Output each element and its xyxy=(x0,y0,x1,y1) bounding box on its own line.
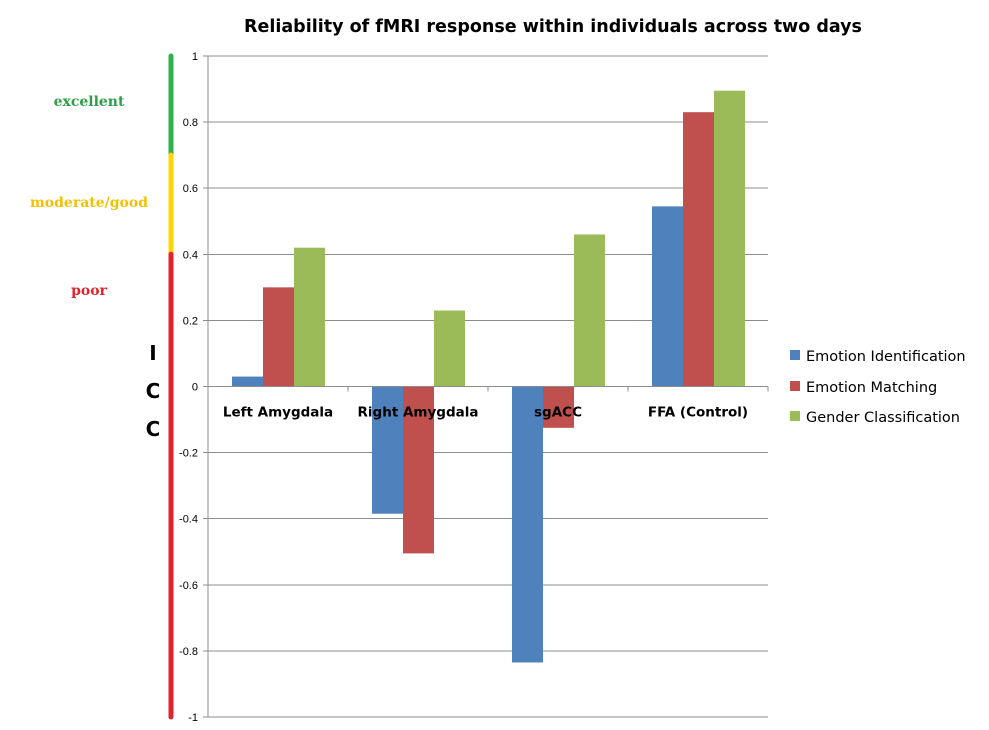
y-axis-label-letter: I xyxy=(149,341,156,365)
y-axis-label-letter: C xyxy=(146,379,161,403)
y-tick-label: 0.8 xyxy=(183,117,198,129)
category-label: FFA (Control) xyxy=(648,405,748,421)
bar xyxy=(294,247,325,387)
category-label: Left Amygdala xyxy=(223,405,333,421)
y-tick-label: 0.4 xyxy=(183,249,198,261)
legend-label: Emotion Identification xyxy=(806,349,966,365)
y-tick-label: -0.8 xyxy=(179,646,198,658)
bar xyxy=(434,310,465,387)
y-tick-label: 0 xyxy=(192,382,198,394)
bar xyxy=(372,386,403,514)
bar xyxy=(714,90,745,387)
bar xyxy=(512,386,543,663)
reliability-bands: excellent moderate/good poor xyxy=(30,53,174,720)
chart-title: Reliability of fMRI response within indi… xyxy=(244,17,862,37)
category-label: sgACC xyxy=(534,405,582,421)
reliability-band-label: excellent xyxy=(54,94,125,110)
category-labels: Left Amygdala Right Amygdala sgACC FFA (Con… xyxy=(223,405,748,421)
bar xyxy=(683,112,714,387)
y-tick-label: 0.2 xyxy=(183,315,198,327)
y-tick-label: 1 xyxy=(192,51,198,63)
reliability-band-label: poor xyxy=(71,283,107,299)
legend-label: Gender Classification xyxy=(806,410,960,426)
y-tick-label: -0.2 xyxy=(179,448,198,460)
axes xyxy=(207,56,769,717)
y-tick-label: -0.4 xyxy=(179,514,198,526)
bar xyxy=(232,376,263,387)
legend-swatch xyxy=(790,381,800,391)
y-tick-label: -1 xyxy=(188,712,198,724)
y-tick-label: -0.6 xyxy=(179,580,198,592)
bars xyxy=(232,90,745,663)
bar xyxy=(263,287,294,387)
y-axis-label: I C C xyxy=(146,341,161,441)
bar xyxy=(403,386,434,554)
legend-swatch xyxy=(790,350,800,360)
y-tick-label: 0.6 xyxy=(183,183,198,195)
reliability-band-label: moderate/good xyxy=(30,195,148,211)
legend-swatch xyxy=(790,411,800,421)
category-label: Right Amygdala xyxy=(358,405,479,421)
y-axis-label-letter: C xyxy=(146,417,161,441)
bar xyxy=(574,234,605,387)
legend-label: Emotion Matching xyxy=(806,380,937,396)
bar xyxy=(543,386,574,428)
legend: Emotion Identification Emotion Matching Ge… xyxy=(790,349,966,426)
bar xyxy=(652,206,683,387)
y-tick-labels: 1 0.8 0.6 0.4 0.2 0 -0.2 -0.4 -0.6 -0.8 -1 xyxy=(179,51,198,724)
